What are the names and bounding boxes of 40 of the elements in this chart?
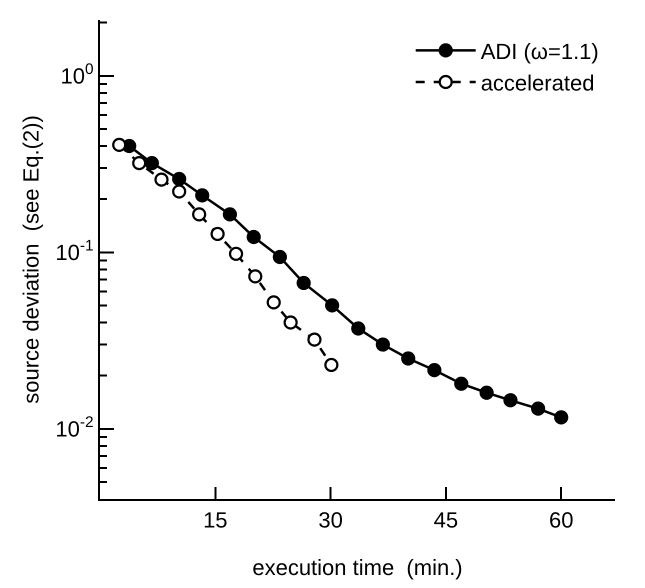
- point: [192, 207, 206, 222]
- point: [325, 298, 340, 312]
- point: [324, 358, 338, 372]
- x-tick-label: 45: [434, 507, 458, 532]
- x-tick-label: 30: [318, 507, 343, 532]
- legend-label: accelerated: [480, 70, 594, 96]
- x-tick-label: 60: [548, 507, 574, 532]
- point: [210, 226, 225, 242]
- point: [480, 386, 494, 400]
- y-tick-label: 10$^{-2}$: [55, 414, 94, 442]
- point: [154, 172, 169, 187]
- point: [503, 393, 518, 408]
- y-axis-title: source deviation (see Eq.(2)): [18, 115, 44, 404]
- point: [246, 230, 261, 244]
- point: [222, 207, 237, 222]
- point: [144, 156, 159, 170]
- y-tick-label: 10$^{-1}$: [55, 238, 94, 265]
- x-axis-title: execution time (min.): [252, 554, 463, 580]
- point: [454, 376, 468, 391]
- point: [284, 315, 298, 330]
- x-tick-label: 15: [203, 507, 228, 532]
- point: [266, 295, 281, 310]
- point: [272, 250, 287, 264]
- point: [172, 172, 186, 186]
- point: [307, 332, 322, 347]
- y-tick-label: 10$^{0}$: [60, 61, 94, 88]
- legend-label: ADI (ω=1.1): [480, 38, 599, 64]
- point: [531, 402, 546, 416]
- point: [172, 184, 186, 199]
- point: [376, 337, 390, 352]
- point: [132, 156, 146, 170]
- point: [228, 246, 244, 261]
- point: [195, 188, 210, 202]
- point: [112, 138, 126, 152]
- point: [554, 410, 568, 424]
- point: [401, 351, 416, 366]
- point: [248, 269, 262, 284]
- point: [351, 321, 366, 336]
- point: [296, 276, 311, 290]
- point: [427, 362, 442, 378]
